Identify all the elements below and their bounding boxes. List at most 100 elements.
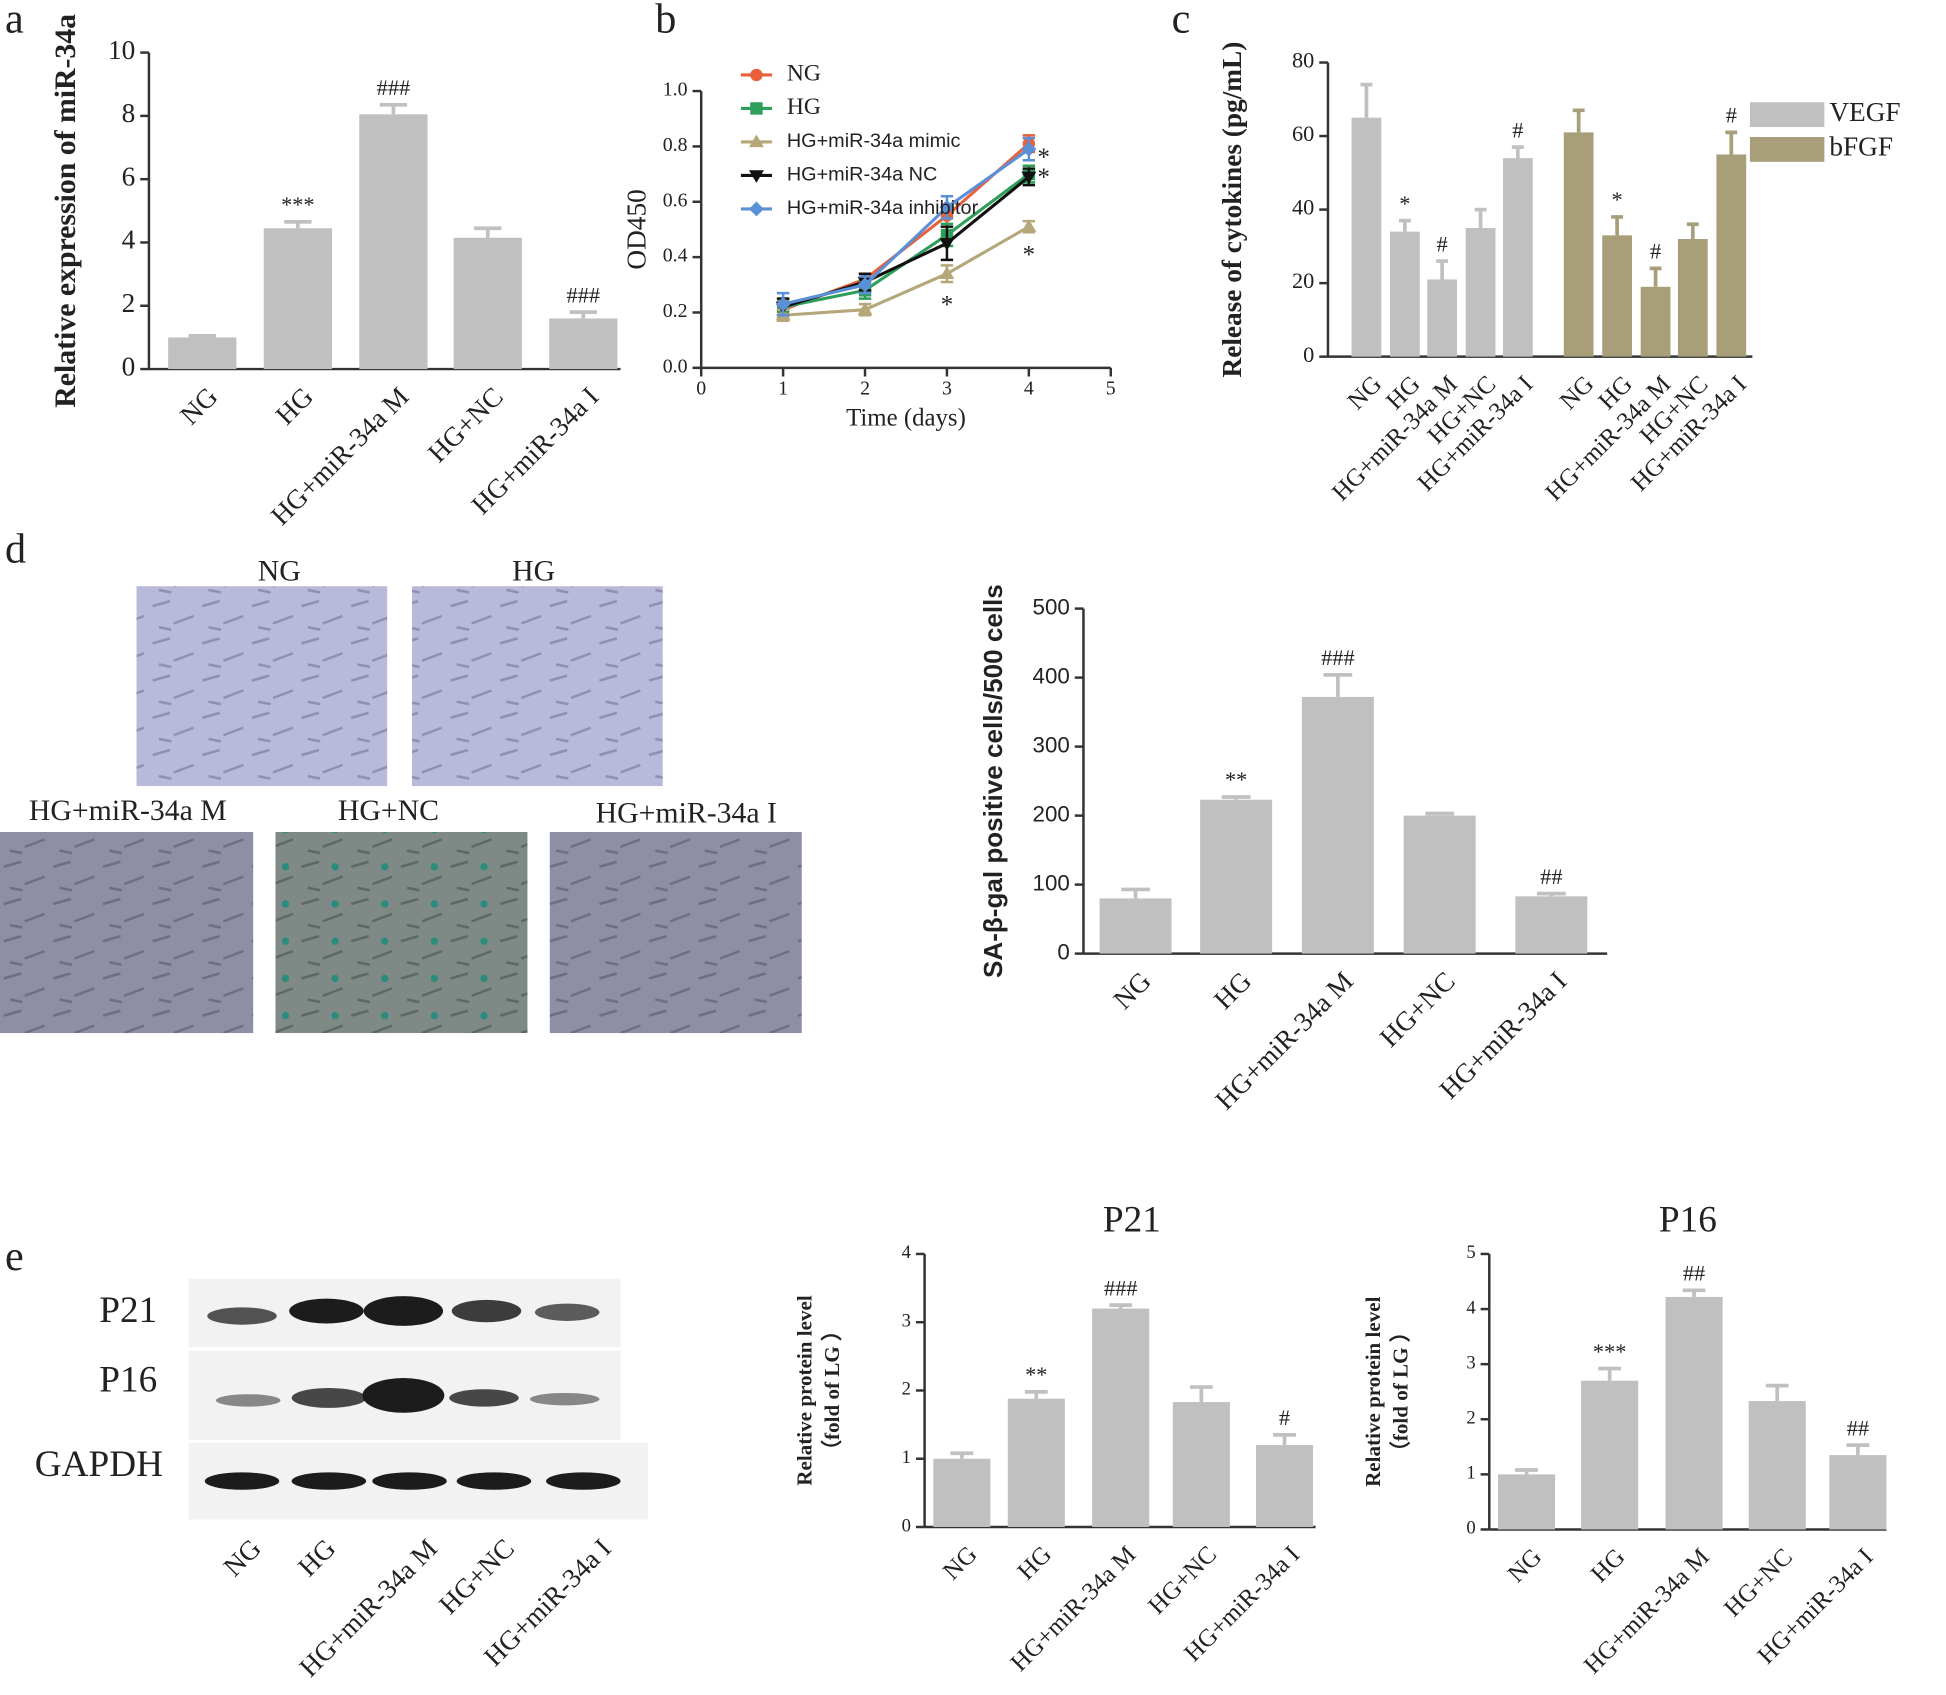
y-tick-label: 0 — [1466, 1518, 1475, 1539]
y-tick-label: 80 — [1292, 48, 1314, 73]
error-bar — [1425, 811, 1455, 816]
error-bar — [1436, 259, 1449, 280]
marker — [1021, 219, 1037, 232]
x-tick-label: NG — [938, 1541, 982, 1585]
error-bar — [1360, 82, 1373, 118]
bands — [204, 1296, 621, 1490]
error-bar — [1474, 207, 1487, 228]
x-tick-label: HG — [1208, 966, 1257, 1015]
x-tick-label: HG+NC — [1143, 1541, 1222, 1620]
x-tick-label: 3 — [942, 378, 952, 400]
marker — [857, 277, 873, 293]
legend-label: HG — [787, 94, 821, 120]
error-bar — [284, 220, 312, 229]
y-tick-label: 500 — [1033, 594, 1070, 619]
bar — [1092, 1308, 1150, 1527]
micrograph-label: HG+miR-34a I — [596, 797, 777, 830]
x-tick-label: 1 — [778, 378, 788, 400]
annotation: ## — [1847, 1415, 1869, 1440]
bar — [1351, 117, 1382, 357]
y-axis-label: SA-β-gal positive cells/500 cells — [978, 584, 1008, 978]
y-axis-label: Relative protein level — [1361, 1296, 1385, 1487]
legend-marker — [748, 134, 764, 148]
y-tick-label: 2 — [902, 1379, 911, 1400]
line — [782, 147, 1030, 306]
bar — [1640, 286, 1671, 357]
error-bar — [1109, 1303, 1133, 1309]
panel-label: d — [5, 525, 26, 572]
error-bar — [1323, 672, 1353, 697]
y-axis-label: （fold of LG ） — [820, 1320, 844, 1461]
error-bar — [1121, 887, 1150, 899]
blot-row-label: P16 — [99, 1360, 157, 1401]
y-tick-label: 100 — [1033, 871, 1070, 896]
error-bar — [1515, 1468, 1538, 1475]
bar — [359, 114, 428, 370]
legend-label: HG+miR-34a NC — [787, 164, 938, 186]
x-tick-label: 2 — [860, 378, 870, 400]
bar — [1172, 1402, 1230, 1527]
error-bar — [1598, 1366, 1622, 1381]
x-tick-label: NG — [174, 381, 223, 430]
line — [782, 172, 1030, 309]
western-blot: P21 P16 GAPDH NG HG HG+miR-34a M HG+NC H… — [35, 1278, 648, 1683]
legend-marker — [748, 201, 764, 217]
micrographs: NG HG HG+miR-34a M HG+NC HG+miR-34a I — [0, 555, 802, 1034]
y-tick-label: 0.8 — [663, 134, 688, 156]
micrograph-label: HG+NC — [338, 794, 439, 827]
micrograph-label: HG — [512, 555, 555, 588]
annotation: * — [1612, 187, 1623, 212]
line — [783, 225, 1030, 317]
legend-marker — [750, 102, 763, 115]
x-axis-label: Time (days) — [846, 405, 966, 432]
error-bar — [1686, 222, 1699, 240]
x-tick-label: HG — [270, 381, 319, 430]
error-bar — [1273, 1432, 1296, 1446]
bar — [1563, 132, 1594, 357]
micrograph — [275, 831, 528, 1034]
annotation: ### — [1321, 645, 1355, 670]
x-tick-label: NG — [1503, 1543, 1547, 1587]
annotation: # — [1650, 239, 1661, 264]
y-tick-label: 0 — [1057, 940, 1069, 965]
annotation: * — [1399, 191, 1410, 216]
legend-label: HG+miR-34a mimic — [787, 130, 961, 152]
bar — [1497, 1474, 1556, 1530]
y-tick-label: 1 — [1466, 1463, 1475, 1484]
bar — [1301, 696, 1374, 954]
x-tick-label: NG — [1108, 966, 1157, 1015]
y-axis-label: Relative expression of miR-34a — [49, 14, 82, 408]
y-tick-label: 6 — [122, 161, 136, 191]
error-bar — [1682, 1288, 1706, 1297]
legend-label: bFGF — [1829, 132, 1893, 162]
bar — [933, 1458, 991, 1527]
legend-label: NG — [787, 60, 821, 86]
y-tick-label: 0.6 — [663, 189, 688, 211]
bar — [1602, 235, 1633, 357]
legend-label: VEGF — [1829, 97, 1900, 127]
annotation: ** — [1025, 1362, 1047, 1387]
annotation: # — [1437, 231, 1448, 256]
legend-label: HG+miR-34a inhibitor — [787, 197, 979, 219]
error-bar — [1572, 108, 1585, 133]
micrograph — [0, 831, 254, 1034]
panel-label: c — [1172, 0, 1191, 42]
marker — [939, 199, 955, 215]
marker — [1021, 141, 1037, 157]
error-bar — [1024, 1389, 1048, 1399]
bar-chart: 0 2 4 6 8 10 Relative expression of miR-34a ***… — [49, 14, 621, 531]
marker — [1021, 171, 1037, 185]
legend-swatch — [1749, 136, 1825, 162]
y-tick-label: 0.0 — [663, 355, 688, 377]
x-tick-label: NG — [1555, 371, 1599, 415]
y-tick-label: 3 — [1466, 1352, 1475, 1373]
y-tick-label: 2 — [1466, 1408, 1475, 1429]
y-tick-label: 0.2 — [663, 300, 688, 322]
bar — [1255, 1445, 1314, 1527]
annotation: # — [1512, 117, 1523, 142]
error-bar — [1511, 145, 1524, 159]
bar — [1829, 1455, 1887, 1530]
annotation: ### — [1104, 1275, 1138, 1300]
bar-chart: 0 1 2 3 4 Relative protein level （fold of LG ）… — [793, 1199, 1316, 1677]
